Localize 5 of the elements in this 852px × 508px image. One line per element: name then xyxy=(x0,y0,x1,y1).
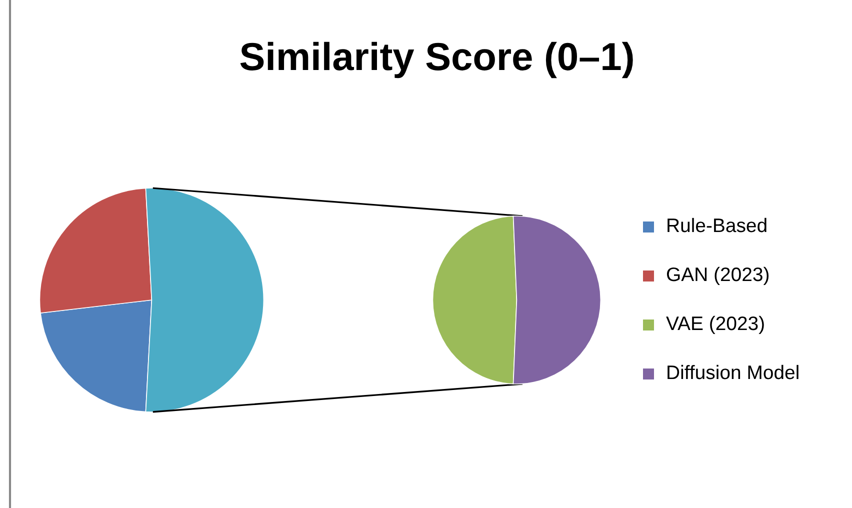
legend-label: VAE (2023) xyxy=(666,316,764,334)
chart-title: Similarity Score (0–1) xyxy=(240,42,633,78)
legend-label: GAN (2023) xyxy=(666,266,769,286)
legend-label: Diffusion Model xyxy=(668,364,798,380)
legend-label: Rule-Based xyxy=(668,218,766,232)
